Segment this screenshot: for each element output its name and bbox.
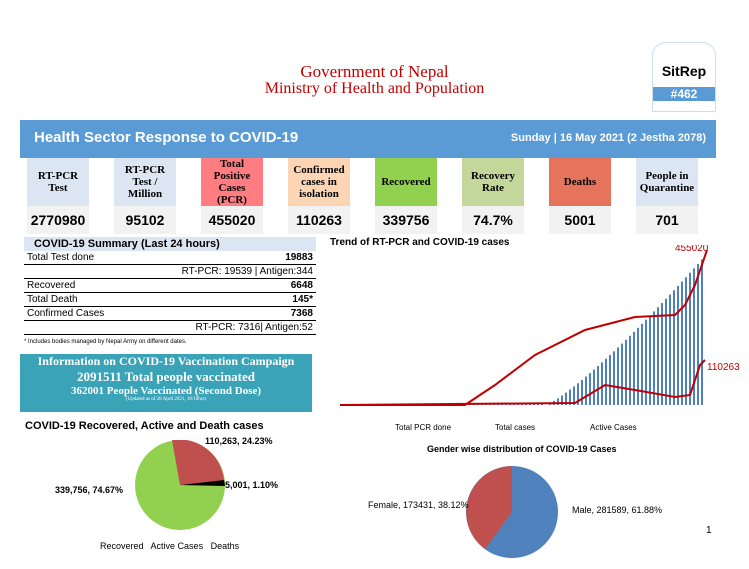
stat-card: Total Positive Cases (PCR) 455020	[201, 158, 263, 234]
bar	[645, 319, 647, 405]
svg-text:Total PCR done: Total PCR done	[395, 423, 452, 432]
bar	[673, 290, 675, 405]
sitrep-badge: SitRep #462	[652, 42, 716, 112]
stat-card: Recovery Rate 74.7%	[462, 158, 524, 234]
bar	[565, 392, 567, 405]
bar	[653, 311, 655, 405]
pie1-legend: Recovered Active Cases Deaths	[100, 541, 240, 551]
bar	[689, 272, 691, 405]
pie1	[135, 440, 225, 530]
vaccination-box: Information on COVID-19 Vaccination Camp…	[20, 354, 312, 412]
summary-row: Total Death 145*	[24, 293, 316, 307]
bar	[697, 263, 699, 405]
svg-text:455020: 455020	[675, 245, 709, 254]
svg-text:110263: 110263	[707, 362, 740, 373]
summary-row: Total Test done 19883	[24, 251, 316, 265]
bar	[693, 268, 695, 405]
bar	[669, 294, 671, 405]
bar	[597, 366, 599, 405]
stat-card: Confirmed cases in isolation 110263	[288, 158, 350, 234]
bar	[641, 323, 643, 405]
bar	[613, 351, 615, 405]
trend-chart: 455020 110263 Total PCR done Total cases…	[339, 245, 740, 432]
bar	[577, 383, 579, 405]
pie2	[466, 466, 558, 558]
bar	[581, 379, 583, 405]
summary-row: RT-PCR: 19539 | Antigen:344	[24, 265, 316, 279]
bar	[677, 285, 679, 405]
summary-row: Recovered 6648	[24, 279, 316, 293]
banner: Health Sector Response to COVID-19 Sunda…	[20, 120, 716, 158]
bar	[685, 277, 687, 405]
bar	[657, 307, 659, 405]
bar	[569, 389, 571, 405]
summary-row: RT-PCR: 7316| Antigen:52	[24, 321, 316, 335]
gov-title: Government of Nepal	[300, 62, 449, 81]
svg-text:Total cases: Total cases	[495, 423, 535, 432]
bar	[585, 376, 587, 405]
bar	[557, 398, 559, 405]
bar	[637, 327, 639, 405]
stat-card: People in Quarantine 701	[636, 158, 698, 234]
pie1-title: COVID-19 Recovered, Active and Death cas…	[25, 420, 264, 432]
bar	[665, 298, 667, 405]
bar	[573, 386, 575, 405]
bar	[625, 339, 627, 405]
bar	[609, 355, 611, 405]
bar	[681, 281, 683, 405]
bar	[629, 335, 631, 405]
bar	[589, 373, 591, 405]
bar	[701, 259, 703, 405]
bar	[661, 303, 663, 405]
stat-card: RT-PCR Test / Million 95102	[114, 158, 176, 234]
bar	[633, 331, 635, 405]
bar	[593, 369, 595, 405]
summary: COVID-19 Summary (Last 24 hours) Total T…	[24, 237, 316, 345]
svg-text:Active Cases: Active Cases	[590, 423, 637, 432]
trend-title: Trend of RT-PCR and COVID-19 cases	[330, 237, 510, 248]
bar	[621, 343, 623, 405]
bar	[605, 358, 607, 405]
bar	[649, 315, 651, 405]
bar	[601, 362, 603, 405]
bar	[617, 347, 619, 405]
ministry-title: Ministry of Health and Population	[264, 80, 485, 97]
stat-card: RT-PCR Test 2770980	[27, 158, 89, 234]
summary-row: Confirmed Cases 7368	[24, 307, 316, 321]
stat-card: Recovered 339756	[375, 158, 437, 234]
bar	[561, 395, 563, 405]
stat-card: Deaths 5001	[549, 158, 611, 234]
